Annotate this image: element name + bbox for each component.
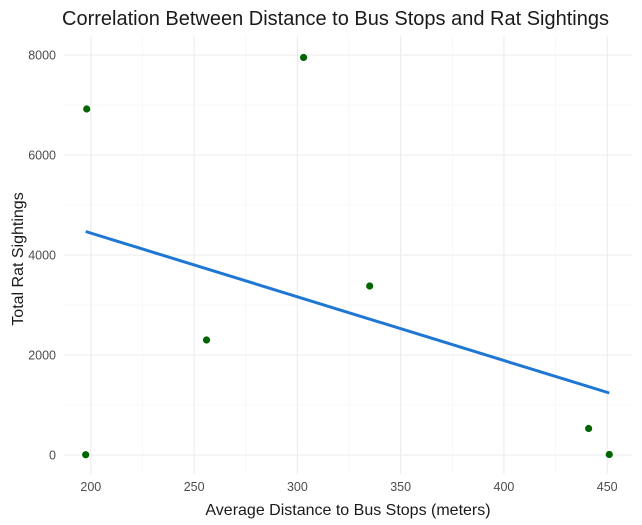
data-point [605,450,613,459]
data-point [299,53,308,62]
y-tick-label: 0 [49,449,56,463]
data-point [83,105,91,113]
data-point [366,282,374,290]
x-tick-label: 400 [494,480,515,494]
x-axis-ticks: 200 250 300 350 400 450 [80,480,617,494]
y-axis-title: Total Rat Sightings [10,192,27,325]
x-tick-label: 200 [80,480,101,494]
x-axis-title: Average Distance to Bus Stops (meters) [205,502,490,519]
y-tick-label: 2000 [28,349,56,363]
x-tick-label: 300 [287,480,308,494]
y-axis-ticks: 0 2000 4000 6000 8000 [28,49,56,463]
chart-title: Correlation Between Distance to Bus Stop… [62,8,609,30]
trendline [85,230,610,395]
data-point [202,336,211,344]
trendline-layer [85,230,610,395]
x-tick-label: 350 [390,480,411,494]
y-tick-label: 6000 [28,149,56,163]
grid [64,36,632,474]
data-point [585,424,593,433]
x-tick-label: 450 [597,480,618,494]
data-points [82,53,613,459]
y-tick-label: 8000 [28,49,56,63]
data-point [82,451,90,459]
x-tick-label: 250 [184,480,205,494]
y-tick-label: 4000 [28,249,56,263]
